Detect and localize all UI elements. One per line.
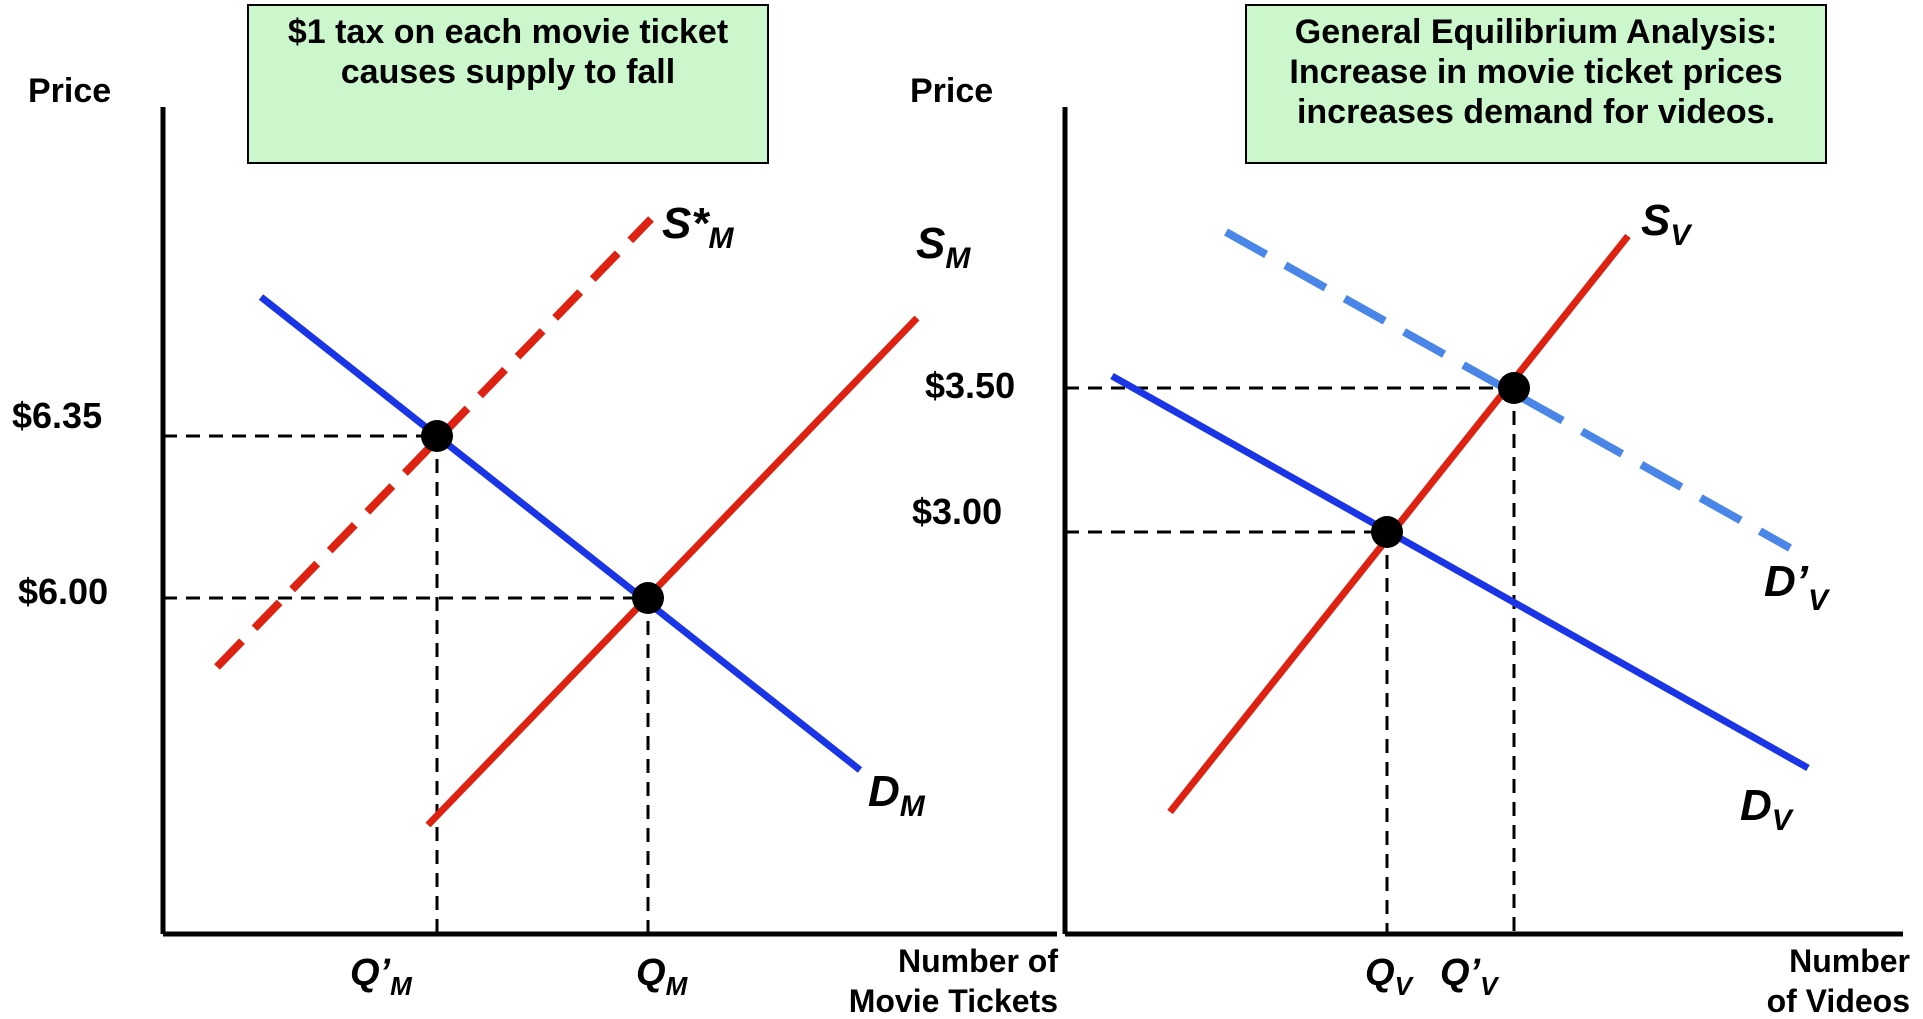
left-note-box: $1 tax on each movie ticket causes suppl… — [247, 4, 769, 164]
left-supply-line — [425, 315, 920, 828]
left-price-label-high: $6.35 — [12, 395, 102, 436]
right-x-axis-label-line2: of Videos — [1767, 983, 1910, 1014]
left-note-line1: $1 tax on each movie ticket — [287, 13, 729, 51]
left-qty-new-label: Q’M — [350, 952, 413, 1001]
left-demand-line — [258, 294, 863, 773]
left-y-axis-label: Price — [28, 72, 111, 110]
left-new-equilibrium-point — [421, 420, 453, 452]
right-panel: Price Number of Videos $3.50 $3.00 SV D’… — [910, 72, 1910, 1019]
right-shifted-demand-label: D’V — [1764, 557, 1831, 617]
left-x-axis-label-line2: Movie Tickets — [849, 983, 1058, 1014]
right-price-label-low: $3.00 — [912, 491, 1002, 532]
right-qty-label: QV — [1365, 952, 1415, 1001]
right-demand-label: DV — [1740, 781, 1795, 837]
right-note-line2: Increase in movie ticket prices — [1289, 53, 1783, 91]
right-note-line3: increases demand for videos. — [1296, 93, 1776, 131]
right-supply-label: SV — [1641, 196, 1693, 252]
left-x-axis-label-line1: Number of — [898, 943, 1058, 979]
right-equilibrium-point — [1371, 516, 1403, 548]
right-x-axis-label-line1: Number — [1789, 943, 1910, 979]
left-shifted-supply-line — [214, 216, 654, 670]
left-shifted-supply-label: S*M — [662, 199, 734, 255]
left-note-line2: causes supply to fall — [340, 53, 676, 91]
left-equilibrium-point — [632, 582, 664, 614]
right-new-equilibrium-point — [1498, 372, 1530, 404]
right-shifted-demand-line — [1224, 228, 1792, 552]
right-y-axis-label: Price — [910, 72, 993, 110]
left-demand-label: DM — [868, 767, 926, 823]
right-qty-new-label: Q’V — [1440, 952, 1500, 1001]
left-panel: Price Number of Movie Tickets $6.35 $6.0… — [12, 72, 1058, 1019]
right-note-box: General Equilibrium Analysis: Increase i… — [1245, 4, 1827, 164]
right-demand-line — [1110, 372, 1810, 772]
right-price-label-high: $3.50 — [925, 365, 1015, 406]
left-qty-label: QM — [636, 952, 689, 1001]
left-price-label-low: $6.00 — [18, 571, 108, 612]
right-note-line1: General Equilibrium Analysis: — [1294, 13, 1778, 51]
left-supply-label: SM — [916, 219, 971, 275]
